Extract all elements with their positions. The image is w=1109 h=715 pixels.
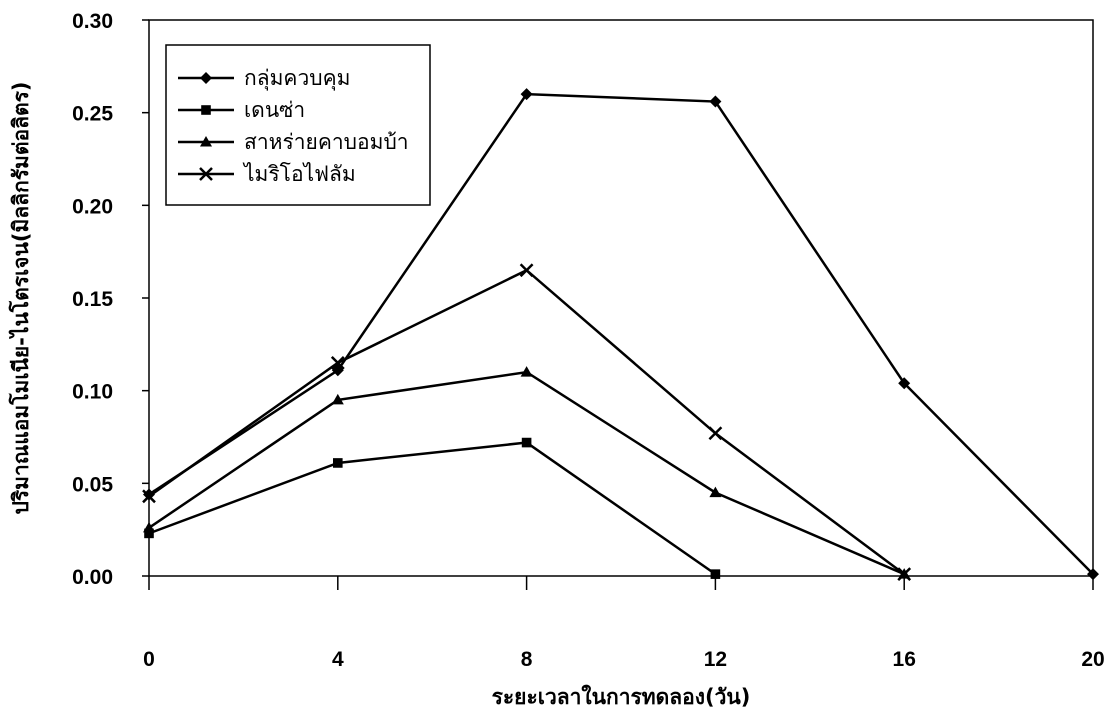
data-point [143, 521, 155, 533]
data-point [142, 489, 156, 504]
legend-label: เดนซ่า [244, 98, 305, 122]
data-point [333, 458, 343, 468]
y-tick-label: 0.00 [72, 566, 113, 589]
data-point [520, 366, 533, 377]
data-point [521, 437, 532, 448]
series-line-2 [148, 441, 717, 576]
legend-label: ไมริโอไฟลัม [242, 162, 356, 186]
x-tick-label: 8 [521, 648, 533, 671]
y-axis-title: ปริมาณแอมโมเนีย-ไนโตรเจน(มิลลิกรัมต่อลิต… [8, 82, 33, 515]
data-point [143, 488, 155, 501]
x-tick-label: 12 [704, 648, 727, 671]
legend: กลุ่มควบคุมเดนซ่าสาหร่ายคาบอมบ้าไมริโอไฟ… [165, 44, 431, 206]
data-point [519, 263, 534, 278]
legend-marker [200, 72, 212, 84]
x-tick-label: 20 [1081, 648, 1104, 671]
legend-marker [199, 167, 213, 181]
y-tick-label: 0.30 [72, 10, 113, 33]
x-tick-label: 4 [332, 648, 344, 671]
series-line-1 [148, 92, 1094, 576]
legend-marker [200, 136, 212, 147]
data-point [520, 88, 533, 101]
y-tick-label: 0.20 [72, 195, 113, 218]
data-point [898, 377, 911, 390]
data-point [897, 567, 912, 582]
data-point [709, 95, 722, 108]
data-point [331, 393, 344, 405]
data-point [708, 426, 723, 441]
y-tick-label: 0.15 [72, 288, 113, 311]
x-tick-label: 16 [893, 648, 916, 671]
data-point [144, 528, 154, 539]
legend-label: สาหร่ายคาบอมบ้า [244, 130, 409, 154]
x-axis-title: ระยะเวลาในการทดลอง(วัน) [492, 684, 751, 709]
data-point [710, 569, 721, 579]
data-point [709, 486, 722, 498]
legend-label: กลุ่มควบคุม [244, 66, 351, 91]
y-tick-label: 0.25 [72, 103, 113, 126]
y-tick-label: 0.10 [72, 381, 113, 404]
data-point [330, 355, 345, 370]
x-tick-label: 0 [143, 648, 155, 671]
data-point [1087, 568, 1099, 581]
y-tick-label: 0.05 [72, 473, 113, 496]
legend-marker [201, 105, 211, 115]
